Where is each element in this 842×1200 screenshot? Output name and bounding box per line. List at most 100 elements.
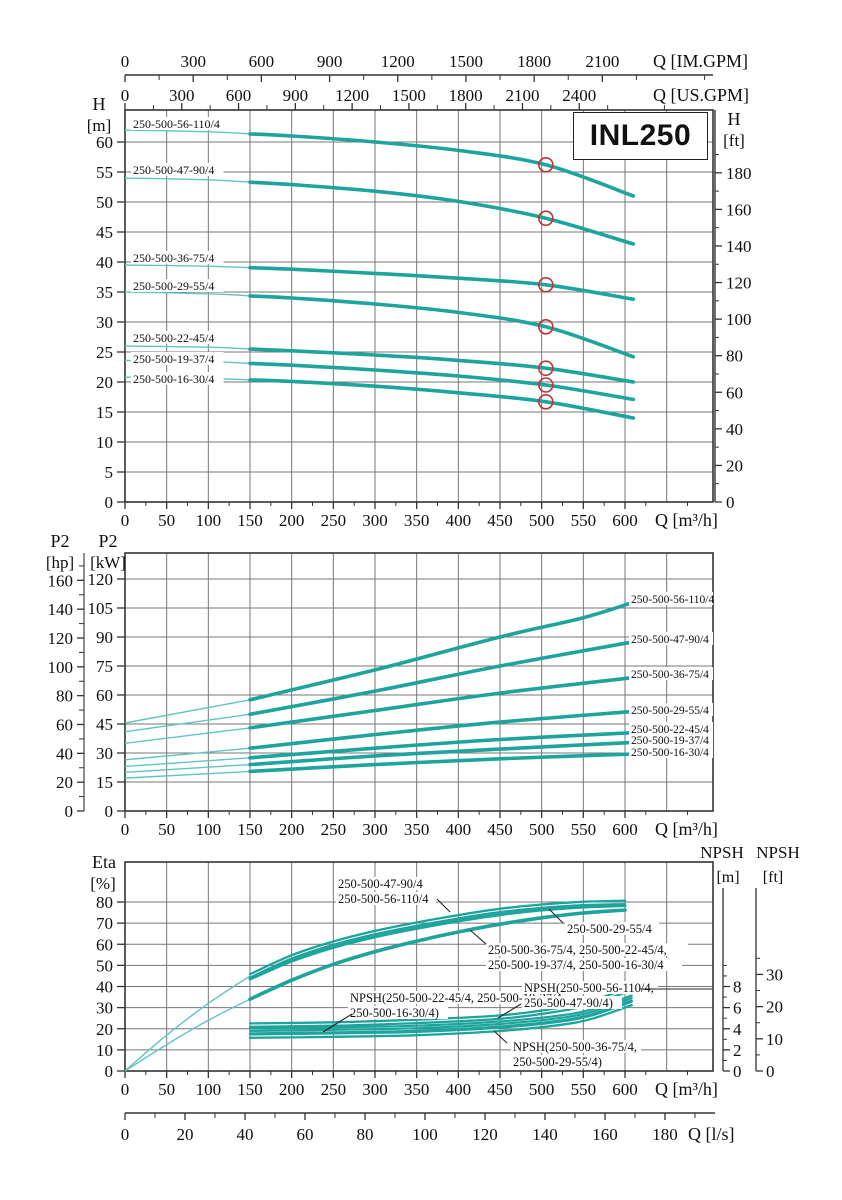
curve-annotation: 250-500-16-30/4) [350, 1006, 439, 1020]
h-m-axis-label: 35 [96, 283, 113, 302]
head-curve-label: 250-500-56-110/4 [133, 117, 220, 131]
p2-hp-tick-label: 160 [48, 571, 74, 590]
h-ft-tick-label: 80 [726, 347, 743, 366]
x-axis-tick-label: 350 [404, 820, 430, 839]
plot-border [124, 861, 714, 1072]
x-axis-tick-label: 300 [362, 511, 388, 530]
power-curve-250-500-56-110/4 [248, 600, 636, 702]
x-axis-tick-label: 0 [121, 820, 130, 839]
x-axis-tick-label: 500 [529, 511, 555, 530]
duty-point-marker [538, 318, 554, 335]
h-ft-tick-label: 160 [726, 200, 752, 219]
eta-axis-label: 80 [96, 893, 113, 912]
power-curve-label: 250-500-36-75/4 [631, 669, 709, 681]
label-backdrop [522, 996, 622, 1009]
x-axis-tick-label: 500 [529, 1080, 555, 1099]
label-backdrop [511, 1055, 611, 1068]
annotation-leader-line [497, 1003, 522, 1019]
x-axis-tick-label: 250 [321, 820, 347, 839]
curve-annotation: 250-500-29-55/4) [513, 1055, 602, 1069]
npsh-ft-tick-label: 30 [766, 965, 783, 984]
eta-curve [248, 899, 627, 976]
duty-point-marker [538, 377, 554, 393]
label-backdrop [629, 592, 713, 605]
p2-hp-axis-header: [hp] [46, 553, 74, 572]
head-curve-label: 250-500-22-45/4 [133, 331, 214, 345]
eta-curve [248, 908, 627, 1001]
npsh-ft-tick-label: 0 [766, 1062, 775, 1081]
p2-kw-axis-label: 105 [88, 599, 114, 618]
h-ft-tick-label: 180 [726, 164, 752, 183]
npsh-m-tick-label: 8 [733, 978, 742, 997]
power-curve-label: 250-500-56-110/4 [631, 594, 715, 606]
duty-point-marker [538, 210, 554, 226]
label-backdrop [629, 722, 713, 735]
h-m-axis-label: 30 [96, 313, 113, 332]
head-curve-label: 250-500-16-30/4 [133, 372, 214, 386]
h-m-axis-label: 15 [96, 403, 113, 422]
x-axis-tick-label: 150 [237, 1080, 263, 1099]
x-axis-tick-label: 50 [158, 511, 175, 530]
head-curve-250-500-36-75/4-thin [124, 264, 251, 269]
npsh-m-tick-label: 6 [733, 999, 742, 1018]
duty-point-marker [538, 157, 554, 173]
x-axis-tick-label: 50 [158, 1080, 175, 1099]
power-curve-250-500-29-55/4-thin [124, 747, 251, 761]
power-curve-250-500-47-90/4-thin [124, 713, 251, 733]
power-curve-250-500-56-110/4-thin [124, 699, 251, 724]
h-m-axis-header: [m] [87, 116, 112, 135]
usgpm-tick-label: 1800 [449, 86, 483, 105]
usgpm-tick-label: 2400 [562, 86, 596, 105]
p2-hp-axis-header: P2 [50, 531, 69, 551]
head-curve-label: 250-500-47-90/4 [133, 163, 214, 177]
power-curve-label: 250-500-29-55/4 [631, 705, 709, 717]
head-curve-250-500-47-90/4 [248, 180, 636, 246]
npsh-m-tick-label: 0 [733, 1062, 742, 1081]
p2-kw-axis-label: 60 [96, 686, 113, 705]
label-backdrop [131, 372, 224, 385]
label-backdrop [486, 958, 682, 971]
x-axis-tick-label: 500 [529, 820, 555, 839]
head-curve-label: 250-500-36-75/4 [133, 251, 214, 265]
label-backdrop [131, 352, 224, 365]
h-m-axis-label: 20 [96, 373, 113, 392]
power-curve-label: 250-500-19-37/4 [631, 735, 709, 747]
h-ft-axis-header: H [728, 109, 741, 129]
p2-hp-tick-label: 140 [48, 600, 74, 619]
curve-annotation: NPSH(250-500-56-110/4, [524, 981, 654, 995]
power-curve-250-500-22-45/4 [248, 730, 636, 760]
usgpm-tick-label: 0 [121, 86, 130, 105]
p2-hp-tick-label: 100 [48, 658, 74, 677]
p2-hp-tick-label: 0 [65, 802, 74, 821]
h-m-axis-label: 10 [96, 433, 113, 452]
label-backdrop [629, 632, 713, 645]
npsh-m-tick-label: 4 [733, 1020, 742, 1039]
h-ft-axis-header: [ft] [723, 131, 745, 150]
curve-annotation: NPSH(250-500-36-75/4, [513, 1040, 637, 1054]
power-curve-label: 250-500-16-30/4 [631, 747, 709, 759]
label-backdrop [629, 667, 713, 680]
p2-kw-axis-label: 0 [105, 802, 114, 821]
h-ft-tick-label: 140 [726, 237, 752, 256]
imgpm-tick-label: 900 [317, 52, 343, 71]
npsh-curve [248, 997, 633, 1032]
ls-tick-label: 40 [236, 1125, 253, 1144]
x-axis-tick-label: 400 [446, 511, 472, 530]
curve-annotation: 250-500-47-90/4 [338, 877, 423, 891]
h-m-axis-label: 5 [105, 463, 114, 482]
x-axis-tick-label: 100 [196, 820, 222, 839]
label-backdrop [511, 1040, 641, 1053]
head-curve-label: 250-500-19-37/4 [133, 352, 214, 366]
eta-axis-label: 70 [96, 914, 113, 933]
x-axis-tick-label: 150 [237, 511, 263, 530]
head-curve-250-500-19-37/4 [248, 361, 636, 402]
eta-curve-thin [124, 998, 251, 1072]
p2-kw-axis-header: [kW] [90, 553, 126, 572]
p2-kw-axis-label: 45 [96, 715, 113, 734]
ls-tick-label: 0 [121, 1125, 130, 1144]
power-curve-250-500-19-37/4 [248, 740, 636, 767]
eta-axis-header: Eta [92, 852, 116, 872]
head-curve-250-500-56-110/4 [248, 132, 636, 198]
npsh-ft-tick-label: 20 [766, 998, 783, 1017]
